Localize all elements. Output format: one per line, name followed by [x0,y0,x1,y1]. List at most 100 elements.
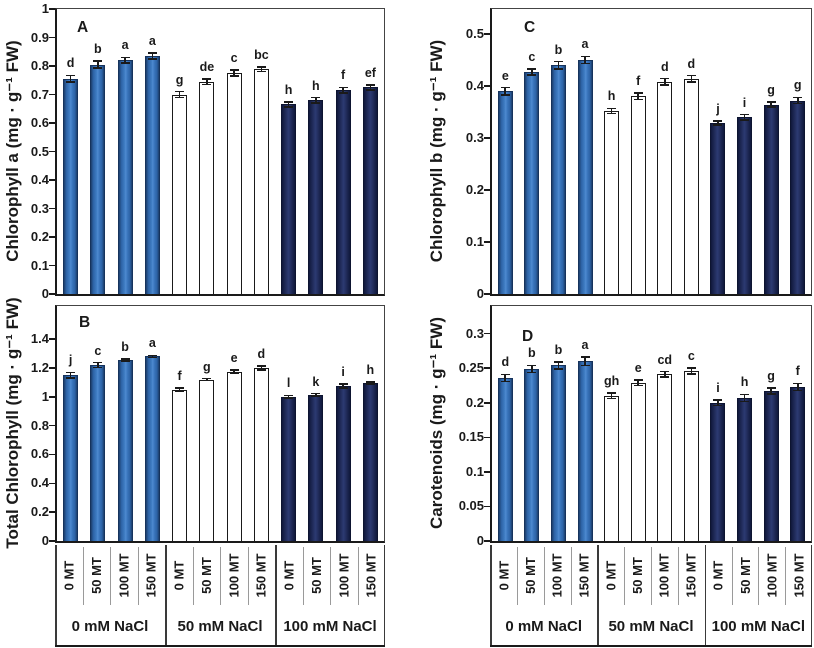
sig-letter: h [740,375,749,390]
error-bar-cap [93,60,103,62]
category-divider [220,547,221,605]
sig-letter: e [501,68,509,83]
category-divider [785,547,787,605]
y-axis-title-carotenoids: Carotenoids (mg · g⁻¹ FW) [427,317,446,530]
error-bar-cap [580,356,590,358]
x-tick-label-text: 100 MT [226,552,242,598]
y-tick-mark [49,236,55,238]
error-bar-cap [607,397,617,400]
error-bar-cap [527,364,537,367]
error-bar-line [531,68,533,76]
sig-letter: i [742,95,747,110]
error-bar-line [504,87,507,95]
sig-letter: c [528,49,536,64]
error-bar-cap [553,60,563,63]
error-bar-line [97,61,99,68]
y-tick-label: 0.15 [458,429,484,445]
sig-letter: gh [603,374,620,389]
y-tick-label: 0 [41,286,49,301]
error-bar-cap [607,392,617,394]
y-tick-label: 0.4 [465,77,484,93]
error-bar-cap [740,400,750,403]
bar-B-150mt-g0 [144,356,160,541]
sig-letter: d [257,346,266,361]
error-bar-line [610,393,613,399]
x-tick-label: 50 MT [303,545,331,605]
x-tick-label-text: 0 MT [495,560,511,590]
bar-A-0mt-g0 [63,78,79,294]
error-bar-line [260,67,263,72]
y-tick-label: 0.2 [465,394,484,410]
x-tick-label-text: 150 MT [363,552,379,598]
y-tick-label: 0.8 [30,58,49,73]
error-bar-line [584,357,586,366]
error-bar-line [796,383,799,391]
bar-D-50mt-g0 [524,368,540,541]
error-bar-cap [740,393,750,396]
bar-B-0mt-g2 [281,396,297,541]
bar-B-50mt-g1 [199,379,215,541]
group-divider [490,545,492,645]
error-bar-cap [686,74,696,77]
error-bar-line [504,374,507,382]
y-tick-label: 0.2 [30,504,49,520]
error-bar-cap [229,369,239,371]
y-tick-label: 0.25 [458,360,484,376]
y-tick-label: 0 [476,533,484,548]
bar-A-100mt-g2 [335,90,351,294]
y-tick-mark [484,540,490,542]
sig-letter: h [366,363,375,378]
y-tick-label: 0.3 [30,200,49,216]
x-tick-label: 0 MT [275,545,303,605]
error-bar-cap [93,361,103,364]
x-tick-label: 0 MT [55,545,83,605]
sig-letter: a [148,34,156,49]
y-tick-label: 0.2 [465,181,484,197]
error-bar-cap [202,78,212,80]
error-bar-cap [793,382,803,385]
error-bar-cap [633,98,643,101]
bar-A-0mt-g2 [281,104,297,294]
x-tick-label-text: 150 MT [791,552,807,598]
error-bar-cap [527,74,537,76]
group-divider [597,545,599,645]
category-divider [543,547,545,605]
error-bar-cap [311,392,321,395]
x-tick-label-text: 0 MT [61,560,77,590]
bar-B-0mt-g0 [63,375,79,541]
error-bar-cap [793,96,803,99]
x-tick-label-text: 150 MT [143,552,159,598]
group-divider [704,545,707,645]
error-bar-cap [284,105,294,108]
category-divider [357,547,359,605]
bar-D-150mt-g1 [683,370,699,541]
group-divider [55,545,57,645]
bar-C-50mt-g2 [737,117,753,294]
error-bar-line [287,102,290,107]
y-tick-mark [49,293,55,295]
error-bar-cap [500,86,510,89]
x-axis-right-column: 0 MT 50 MT 100 MT 150 MT 0 MT 50 MT 100 MT 150 … [490,545,812,648]
sig-letter: cd [657,352,673,367]
y-tick-label: 1 [41,1,49,16]
bar-C-100mt-g1 [657,81,673,294]
error-bar-cap [229,75,239,77]
category-divider [651,547,652,605]
x-tick-label: 150 MT [358,545,386,605]
sig-letter: a [148,336,156,351]
bar-B-150mt-g2 [362,383,378,541]
bar-B-100mt-g2 [335,386,351,541]
error-bar-line [233,369,235,374]
y-tick-mark [484,436,490,439]
sig-letter: g [767,369,775,384]
y-tick-mark [49,65,55,67]
sig-letter: a [121,38,129,53]
x-tick-label: 150 MT [248,545,276,605]
category-divider [82,547,84,605]
group-label: 50 mM NaCl [177,618,263,635]
y-tick-mark [484,367,490,369]
y-tick-mark [484,189,490,191]
error-bar-line [124,57,126,64]
bar-B-100mt-g0 [117,360,133,541]
error-bar-cap [633,92,643,95]
